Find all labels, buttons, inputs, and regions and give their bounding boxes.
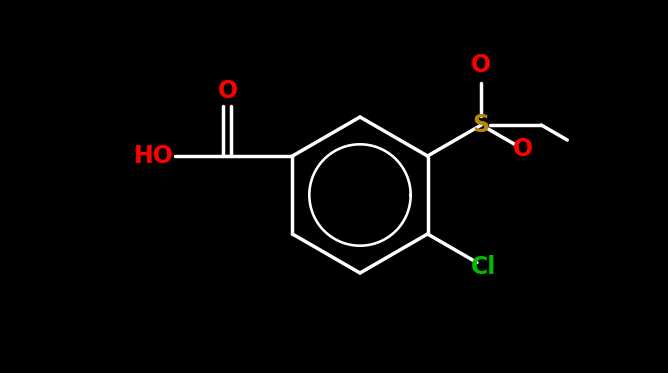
Text: O: O: [217, 79, 238, 103]
Text: O: O: [513, 137, 533, 161]
Text: Cl: Cl: [471, 254, 496, 279]
Text: O: O: [471, 53, 491, 77]
Text: HO: HO: [134, 144, 174, 168]
Text: S: S: [473, 113, 490, 137]
